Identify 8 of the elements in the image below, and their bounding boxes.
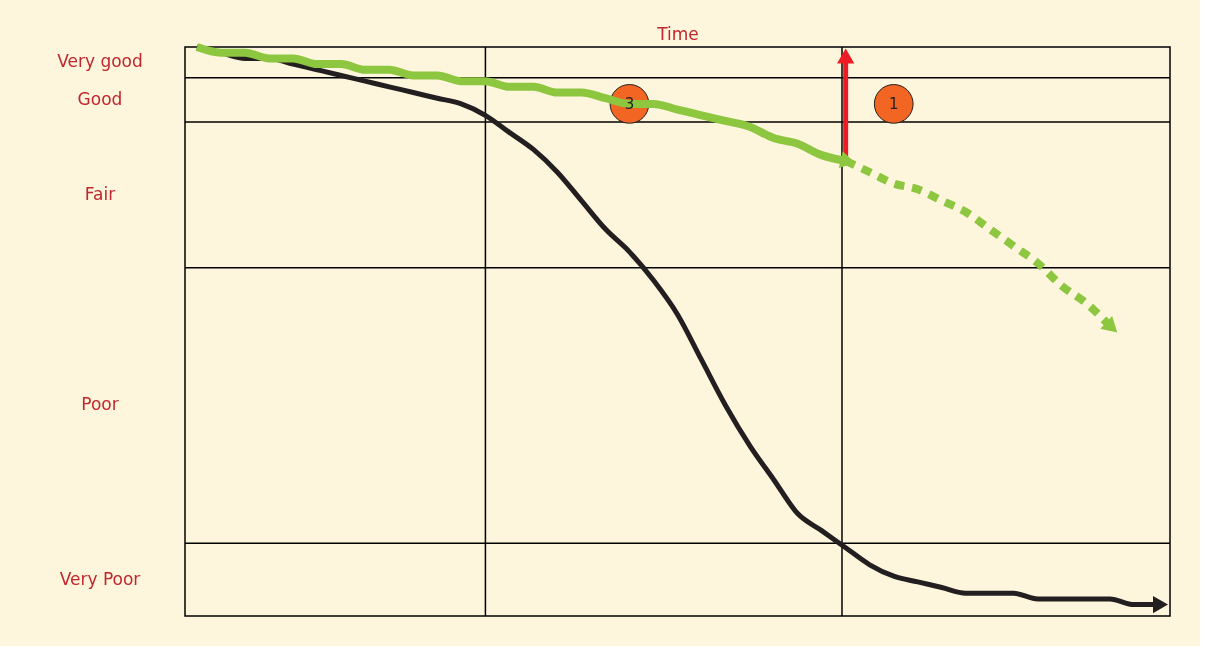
- annotation: 3: [624, 94, 635, 113]
- text: Good: [77, 88, 123, 109]
- text: Poor: [81, 394, 119, 415]
- text: Very Poor: [59, 568, 141, 589]
- text: Very good: [57, 51, 143, 72]
- x-axis-title: Time: [656, 23, 699, 44]
- annotation: 1: [888, 94, 899, 113]
- text: Fair: [84, 183, 116, 204]
